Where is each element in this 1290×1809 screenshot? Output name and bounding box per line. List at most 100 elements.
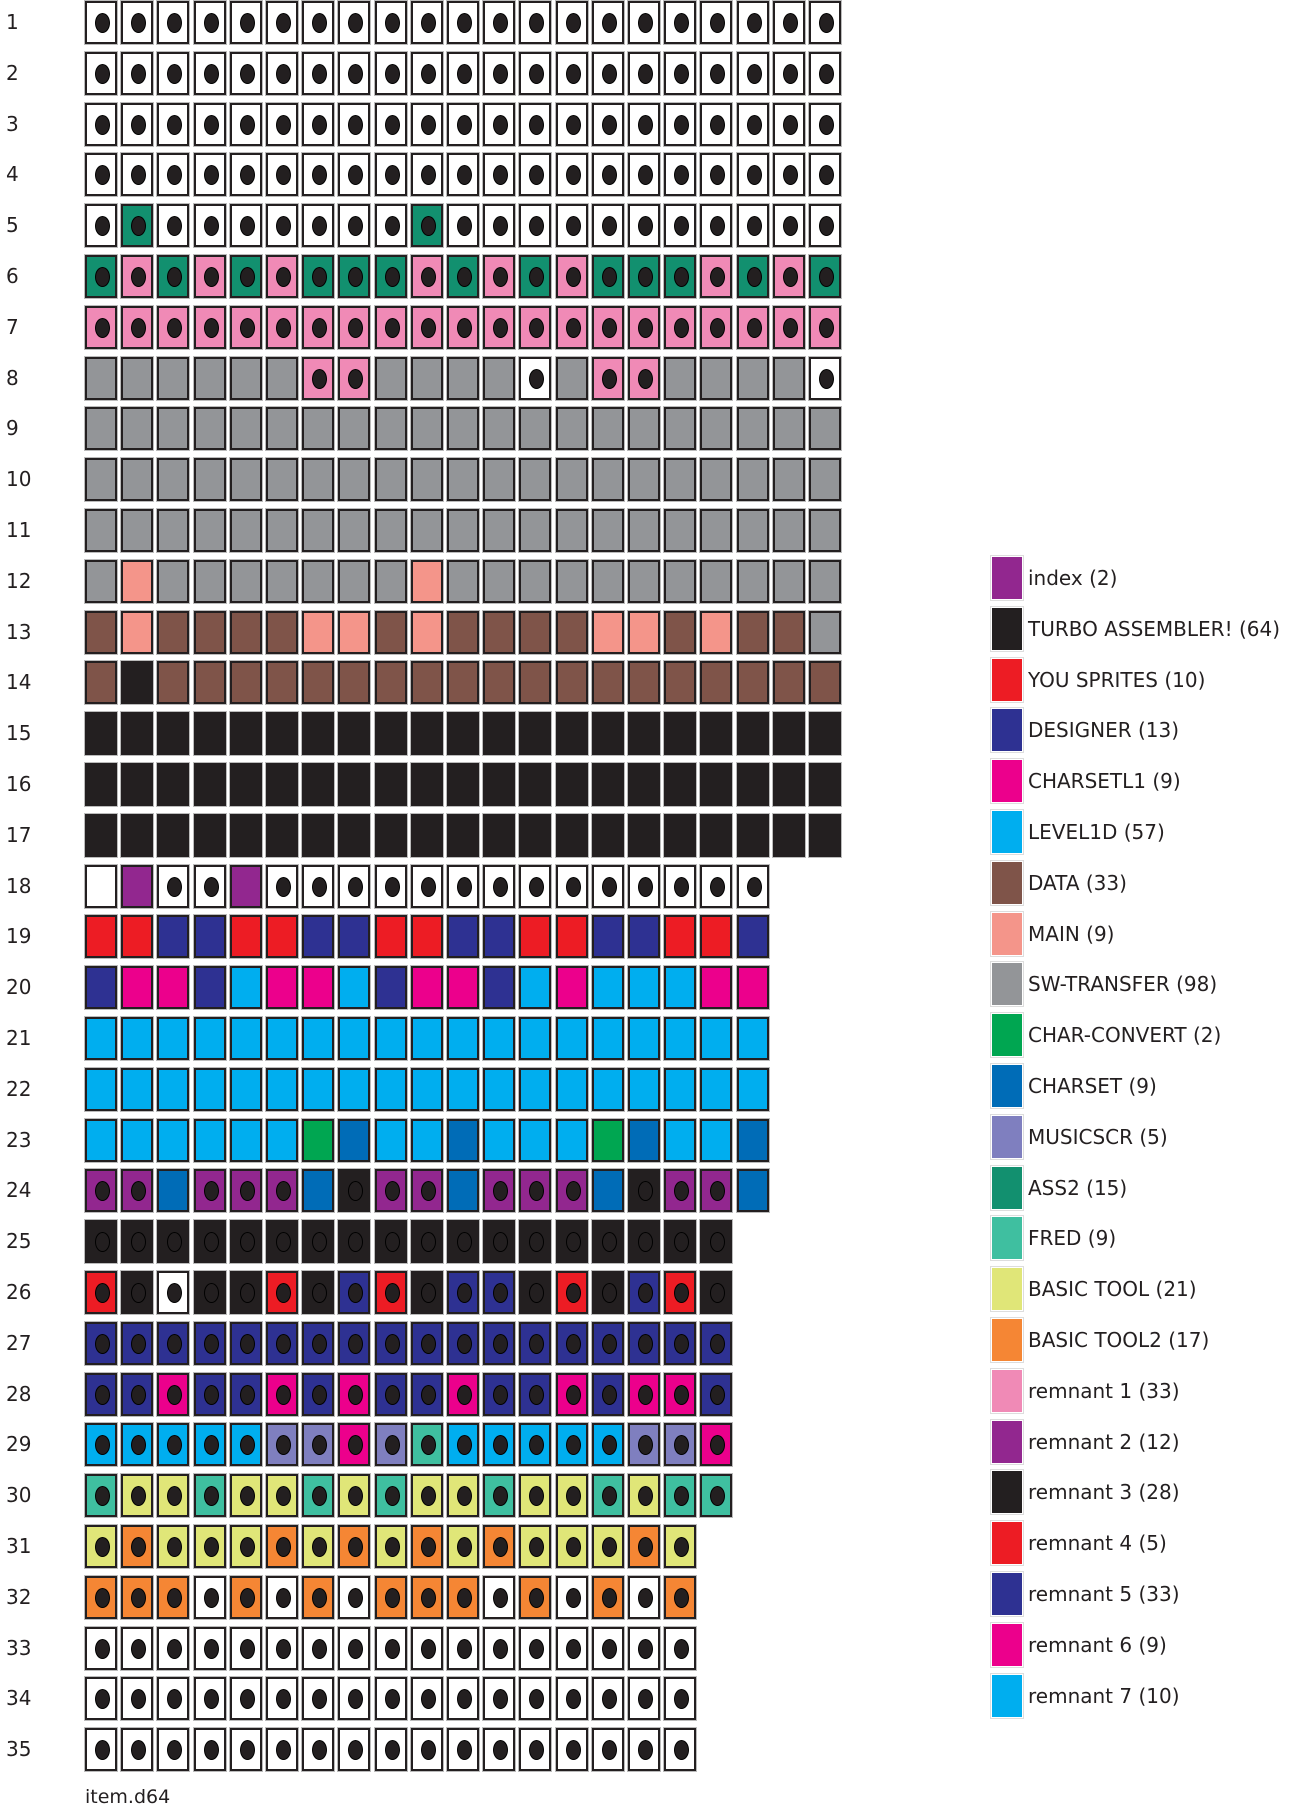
sector-dot-marker [638,1638,653,1659]
sector-dot-marker [565,1283,581,1303]
sector-dot-marker [601,1486,617,1507]
sector-cell [735,0,770,45]
sector-cell [663,1270,698,1315]
sector-dot-marker [782,267,798,287]
sector-dot-marker [638,1537,653,1557]
sector-cell [663,1320,698,1366]
sector-cell [627,1727,661,1773]
sector-cell [518,101,553,147]
sector-cell [409,1066,444,1112]
sector-cell [735,965,770,1011]
sector-cell [771,254,806,299]
legend-label: remnant 7 (10) [1028,1683,1180,1708]
sector-cell [192,254,227,299]
sector-cell [554,508,589,553]
sector-cell [699,1270,734,1315]
sector-dot-marker [239,1333,255,1354]
legend-swatch [990,1520,1024,1567]
sector-cell [554,203,589,249]
sector-cell [373,1727,408,1773]
sector-cell [663,1117,698,1163]
legend-label: LEVEL1D (57) [1028,820,1165,844]
sector-cell [663,1727,698,1773]
sector-cell [590,304,625,350]
legend-item: remnant 1 (33) [990,1367,1290,1420]
track-label: 34 [6,1686,32,1711]
sector-cell [409,914,444,960]
sector-cell [409,254,444,299]
sector-cell [518,1270,553,1315]
sector-dot-marker [529,63,545,84]
sector-cell [409,1168,444,1214]
sector-cell [228,660,263,706]
sector-dot-marker [457,1587,472,1608]
sector-cell [663,1625,698,1671]
sector-dot-marker [710,63,726,84]
sector-dot-marker [601,114,617,135]
sector-cell [409,711,444,757]
sector-cell [265,50,299,96]
sector-cell [663,609,698,655]
sector-cell [192,812,227,858]
sector-dot-marker [529,165,545,186]
sector-cell [482,1574,517,1620]
sector-cell [156,1676,191,1722]
sector-cell [518,965,553,1011]
sector-dot-marker [203,13,219,33]
sector-cell [627,1117,661,1163]
sector-cell [373,914,408,960]
track-label: 6 [6,264,19,288]
sector-cell [808,457,842,503]
sector-cell [446,1727,480,1773]
sector-cell [482,457,517,503]
sector-dot-marker [565,165,581,186]
sector-dot-marker [239,13,255,33]
sector-cell [446,762,480,807]
sector-cell [699,406,734,452]
sector-cell [265,203,299,249]
sector-cell [228,812,263,858]
sector-cell [84,1066,118,1112]
legend-item: SW-TRANSFER (98) [990,961,1290,1013]
sector-dot-marker [95,1232,110,1253]
sector-cell [156,152,191,198]
sector-dot-marker [601,368,617,389]
sector-dot-marker [674,1689,690,1710]
sector-cell [409,1473,444,1519]
sector-cell [301,457,336,503]
sector-cell [554,0,589,45]
sector-cell [373,152,408,198]
track-label: 35 [6,1737,32,1762]
sector-dot-marker [601,1435,617,1456]
sector-dot-marker [348,13,364,33]
sector-cell [84,355,118,401]
sector-cell [84,914,118,960]
sector-cell [518,1574,553,1620]
sector-cell [590,508,625,553]
sector-dot-marker [276,1689,291,1710]
sector-dot-marker [493,1384,509,1405]
sector-cell [409,101,444,147]
sector-cell [409,1117,444,1163]
legend-label: MAIN (9) [1028,921,1115,946]
sector-cell [156,1219,191,1265]
sector-cell [373,406,408,452]
sector-dot-marker [819,165,834,186]
track-label: 2 [6,60,19,85]
sector-dot-marker [276,216,291,237]
sector-cell [518,254,553,299]
sector-dot-marker [384,13,400,33]
sector-dot-marker [276,165,291,186]
sector-dot-marker [276,1537,291,1557]
sector-cell [409,1574,444,1620]
sector-cell [192,1473,227,1519]
sector-cell [663,1066,698,1112]
sector-cell [482,1270,517,1315]
sector-cell [265,863,299,909]
sector-cell [518,1371,553,1417]
sector-cell [482,863,517,909]
sector-dot-marker [203,317,219,338]
sector-dot-marker [420,1638,436,1659]
sector-cell [337,1168,372,1214]
sector-cell [699,101,734,147]
